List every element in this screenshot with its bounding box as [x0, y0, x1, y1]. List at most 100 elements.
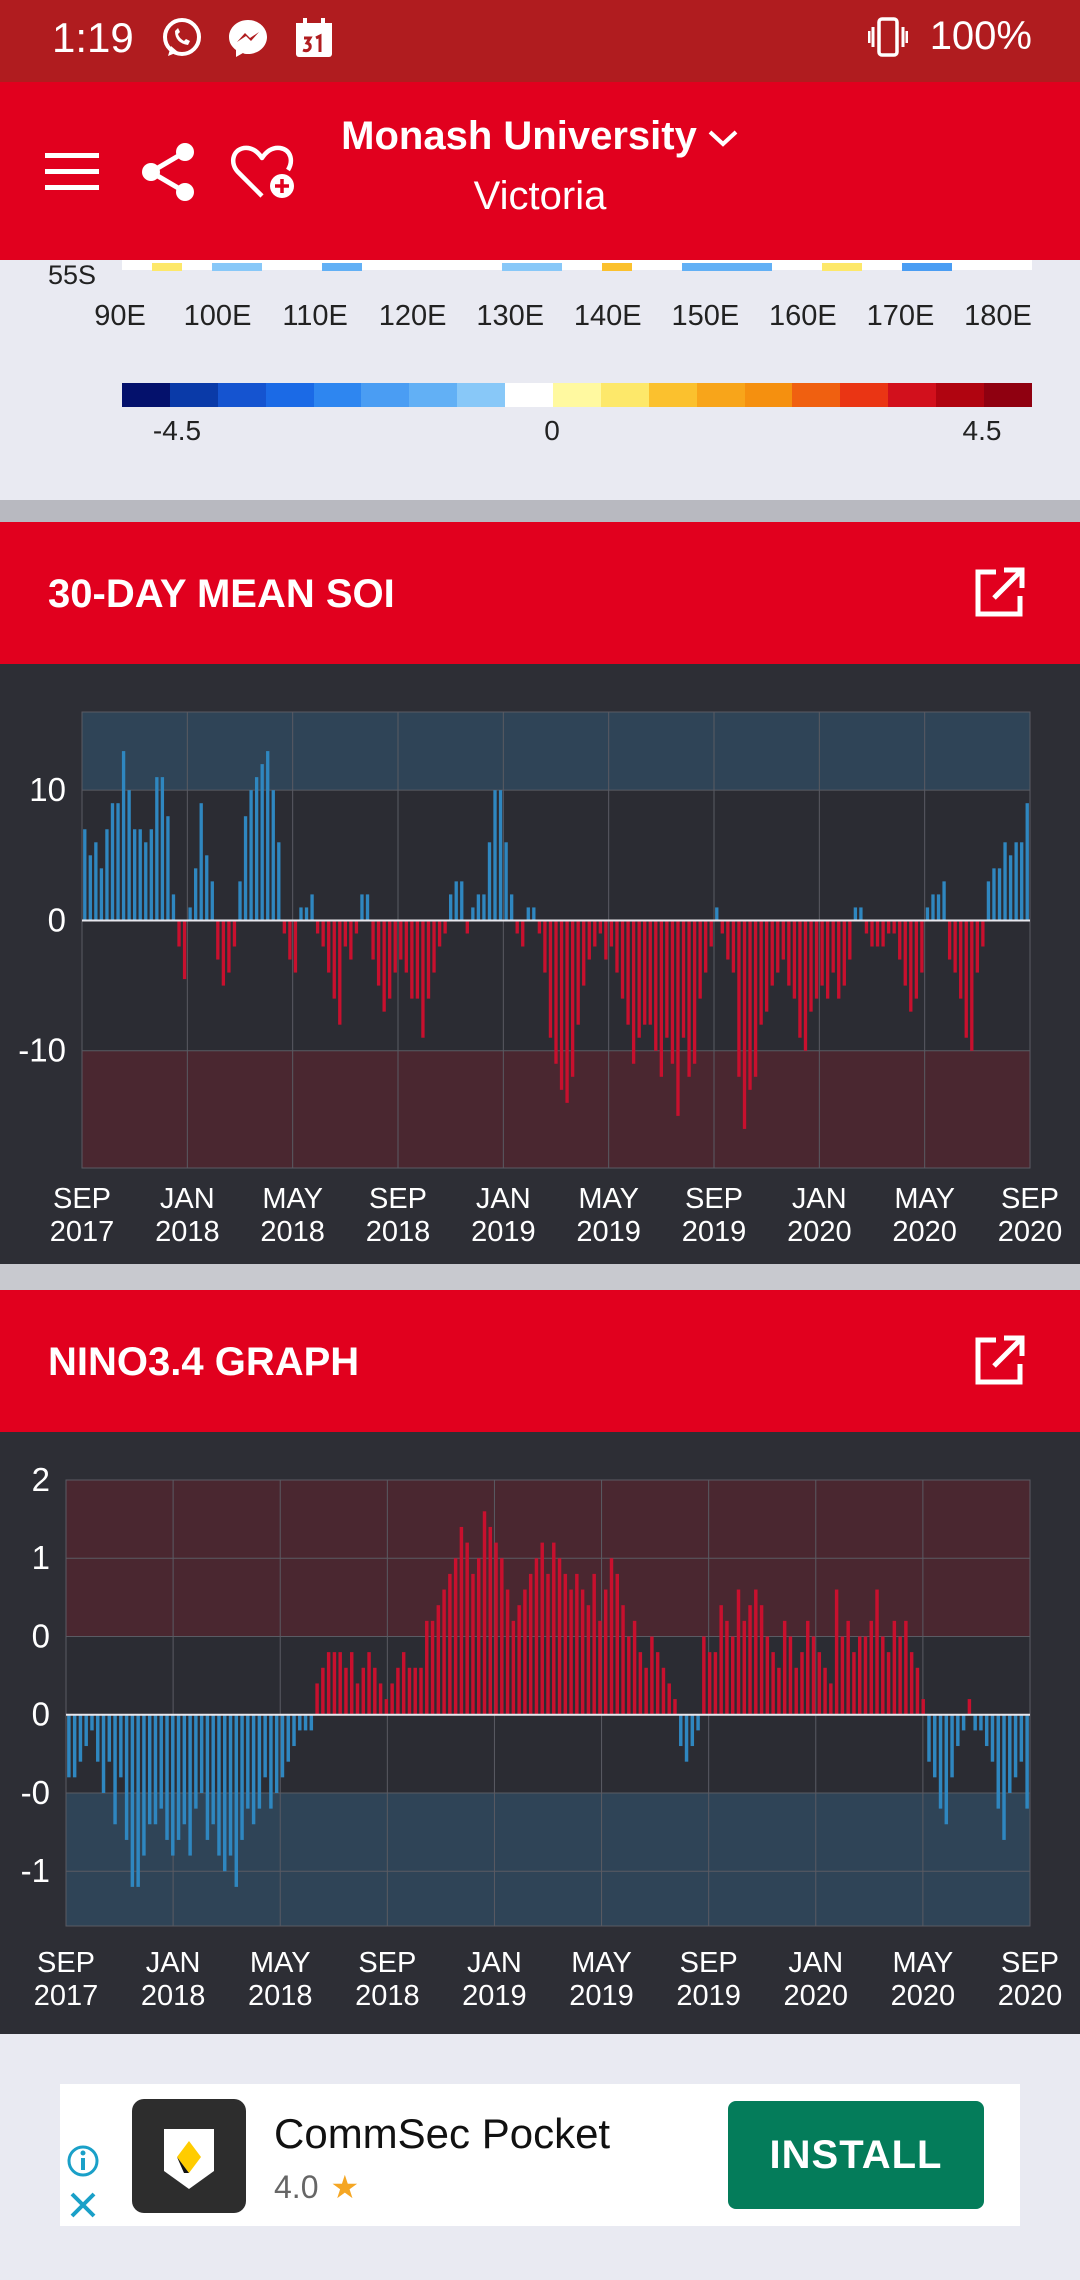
bar — [509, 894, 514, 921]
bar — [465, 1542, 469, 1715]
status-right: 100% — [867, 14, 1032, 59]
bar — [83, 829, 87, 921]
messenger-icon — [229, 20, 267, 57]
bar — [384, 1699, 389, 1715]
bar — [274, 1714, 279, 1793]
bar — [737, 920, 741, 1077]
share-button[interactable] — [136, 138, 200, 206]
bar — [165, 1714, 169, 1840]
bar — [548, 920, 553, 1038]
bar — [113, 1714, 117, 1825]
scale-swatch — [600, 383, 649, 407]
bar — [234, 1714, 239, 1887]
y-tick-label: -0 — [21, 1774, 50, 1811]
bar — [251, 1714, 256, 1825]
bar — [94, 842, 98, 921]
bar — [570, 920, 575, 1077]
bar — [482, 894, 486, 921]
bar — [921, 1699, 925, 1715]
bar — [425, 1620, 429, 1715]
bar — [559, 920, 564, 1090]
menu-button[interactable] — [42, 142, 102, 202]
x-tick-label: 2019 — [569, 1980, 634, 2012]
bar — [648, 920, 652, 1025]
bar — [280, 1714, 285, 1778]
lower-band — [66, 1792, 1030, 1926]
plot-border — [65, 1479, 1031, 1927]
y-tick-label: 2 — [32, 1461, 50, 1498]
bar — [565, 920, 569, 1103]
bar — [228, 1714, 233, 1856]
bar — [676, 920, 680, 1116]
bar — [401, 1652, 406, 1715]
bar — [505, 1589, 510, 1715]
bar — [321, 920, 325, 947]
nino-section-header[interactable]: NINO3.4 GRAPH — [0, 1290, 1080, 1432]
y-tick-label: 0 — [32, 1617, 50, 1654]
bar — [615, 1573, 619, 1715]
bar — [238, 881, 242, 921]
ad-info-icon[interactable] — [66, 2144, 100, 2178]
bar — [673, 1699, 677, 1715]
location-selector[interactable]: Monash University — [300, 114, 780, 159]
ad-app-name: CommSec Pocket — [274, 2110, 611, 2157]
x-tick-label: 2020 — [787, 1216, 852, 1248]
ad-banner[interactable]: CommSec Pocket 4.0 ★ INSTALL — [60, 2084, 1020, 2226]
nino-title: NINO3.4 GRAPH — [48, 1340, 360, 1384]
bar — [970, 920, 974, 1051]
bar — [875, 920, 880, 947]
bar — [809, 920, 813, 1012]
bar — [133, 829, 137, 921]
plot-border — [81, 711, 1031, 1169]
bar — [243, 816, 248, 921]
bar — [303, 1714, 308, 1731]
bar — [413, 1667, 417, 1715]
ad-rating-value: 4.0 — [274, 2168, 319, 2205]
bar — [817, 1652, 822, 1715]
bar — [661, 1667, 666, 1715]
open-external-icon[interactable] — [970, 564, 1028, 622]
ad-close-icon[interactable] — [66, 2188, 100, 2222]
bar — [338, 1652, 342, 1715]
x-tick-label: 2019 — [682, 1216, 747, 1248]
bar — [99, 868, 104, 921]
bar — [644, 1667, 648, 1715]
bar — [116, 803, 120, 921]
soi-section-header[interactable]: 30-DAY MEAN SOI — [0, 522, 1080, 664]
lon-label: 90E — [94, 300, 146, 332]
bar — [327, 920, 331, 973]
bar — [869, 1620, 873, 1715]
bar — [582, 920, 586, 986]
bar — [654, 920, 658, 1051]
bar — [310, 894, 314, 921]
install-button[interactable]: INSTALL — [728, 2101, 984, 2209]
bar — [834, 1589, 839, 1715]
bar — [371, 920, 375, 960]
bar — [947, 920, 952, 960]
bar — [378, 1683, 383, 1715]
bar — [846, 1620, 850, 1715]
bar — [563, 1573, 568, 1715]
bar — [227, 920, 231, 973]
bar — [315, 1683, 319, 1715]
favorite-button[interactable] — [226, 138, 306, 206]
bar — [681, 920, 686, 1038]
bar — [436, 1605, 441, 1715]
bar — [825, 920, 830, 999]
bar — [344, 1667, 348, 1715]
open-external-icon[interactable] — [970, 1332, 1028, 1390]
bar — [396, 1667, 400, 1715]
section-divider — [0, 1264, 1080, 1290]
bar — [266, 751, 270, 921]
bar — [277, 842, 281, 921]
x-tick-label: JAN — [467, 1947, 522, 1979]
calendar-icon — [296, 18, 332, 57]
bar — [249, 790, 253, 921]
x-tick-label: SEP — [680, 1947, 738, 1979]
bar — [487, 842, 492, 921]
bar — [182, 920, 187, 980]
bar — [857, 1636, 862, 1715]
scale-swatch — [217, 383, 266, 407]
bar — [742, 920, 747, 1129]
bar — [715, 907, 719, 921]
